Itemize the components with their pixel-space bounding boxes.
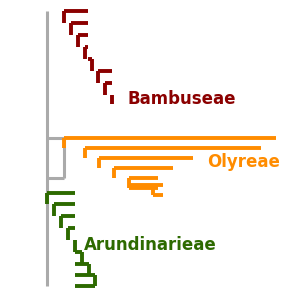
Text: Bambuseae: Bambuseae [128, 91, 236, 109]
Text: Arundinarieae: Arundinarieae [84, 236, 217, 254]
Text: Olyreae: Olyreae [207, 153, 280, 171]
